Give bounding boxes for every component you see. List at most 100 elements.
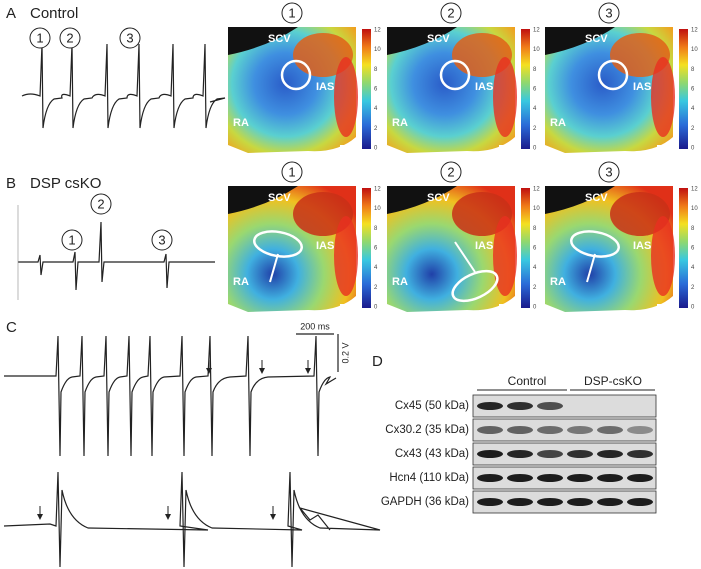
number-circle: [440, 161, 462, 183]
activation-map: SCV IAS RA: [387, 186, 517, 312]
highlight: [451, 269, 499, 303]
band: [627, 426, 653, 434]
highlight: [280, 59, 312, 91]
map-label: SCV: [427, 192, 450, 204]
map-region: [651, 57, 675, 137]
number-circle: [440, 2, 462, 24]
colorbar-tick: 4: [533, 106, 537, 112]
number: 1: [68, 232, 75, 247]
map-label: IAS: [475, 81, 493, 93]
colorbar-tick: 2: [374, 285, 378, 291]
band: [537, 450, 563, 458]
blot-label: Hcn4 (110 kDa): [389, 472, 469, 484]
number-circle: [90, 193, 112, 215]
activation-map: SCV IAS RA: [387, 27, 517, 153]
group-label: Control: [508, 374, 547, 388]
trace: [3, 471, 381, 568]
blot: [472, 418, 657, 442]
colorbar-tick: 8: [691, 226, 695, 232]
panel-label: A: [6, 5, 16, 22]
colorbar-tick: 8: [533, 67, 537, 73]
map-dark: [228, 186, 298, 214]
map-label: RA: [233, 117, 249, 129]
band: [477, 474, 503, 482]
colorbar-tick: 12: [691, 28, 698, 34]
colorbar-tick: 8: [374, 67, 378, 73]
map-label: IAS: [633, 81, 651, 93]
colorbar-tick: 0: [691, 146, 695, 152]
band: [537, 498, 563, 506]
colorbar: [362, 29, 371, 149]
number: 2: [447, 164, 454, 179]
band: [627, 450, 653, 458]
map-dark: [387, 186, 457, 214]
map-region: [651, 216, 675, 296]
map-region: [452, 192, 512, 236]
trace: [21, 43, 226, 129]
colorbar-tick: 4: [374, 265, 378, 271]
number-circle: [29, 27, 51, 49]
number-circle: [151, 229, 173, 251]
panel-title: DSP csKO: [30, 175, 101, 192]
map-region: [493, 216, 517, 296]
band: [537, 474, 563, 482]
colorbar-tick: 6: [533, 87, 537, 93]
activation-map: SCV IAS RA: [545, 186, 675, 312]
number-circle: [119, 27, 141, 49]
map-label: SCV: [585, 33, 608, 45]
map-label: SCV: [585, 192, 608, 204]
colorbar-tick: 4: [533, 265, 537, 271]
map-region: [334, 216, 358, 296]
arrow-head: [259, 368, 265, 374]
band: [477, 426, 503, 434]
highlight: [439, 59, 471, 91]
band: [627, 474, 653, 482]
number: 1: [288, 164, 295, 179]
number: 3: [605, 5, 612, 20]
arrow: [454, 241, 476, 273]
band: [567, 450, 593, 458]
number: 3: [605, 164, 612, 179]
number: 2: [447, 5, 454, 20]
panel-label: C: [6, 319, 17, 336]
arrow: [269, 253, 279, 283]
number-circle: [59, 27, 81, 49]
band: [477, 450, 503, 458]
colorbar-tick: 10: [691, 47, 698, 53]
band: [567, 474, 593, 482]
blot-label: GAPDH (36 kDa): [381, 496, 469, 508]
colorbar-tick: 12: [374, 187, 381, 193]
map-label: RA: [233, 276, 249, 288]
band: [537, 402, 563, 410]
band: [597, 450, 623, 458]
band: [597, 426, 623, 434]
scale-bar: [340, 304, 350, 306]
number: 1: [288, 5, 295, 20]
panel-label: B: [6, 175, 16, 192]
activation-map: SCV IAS RA: [228, 27, 358, 153]
number: 3: [158, 232, 165, 247]
colorbar-tick: 0: [533, 305, 537, 311]
colorbar-tick: 4: [691, 106, 695, 112]
colorbar: [521, 29, 530, 149]
map-region: [293, 192, 353, 236]
colorbar: [679, 188, 688, 308]
band: [627, 498, 653, 506]
number: 3: [126, 30, 133, 45]
band: [507, 402, 533, 410]
colorbar-tick: 4: [374, 106, 378, 112]
blot: [472, 442, 657, 466]
colorbar: [521, 188, 530, 308]
highlight: [597, 59, 629, 91]
arrow-head: [270, 514, 276, 520]
blot-label: Cx45 (50 kDa): [395, 400, 469, 412]
map-label: SCV: [427, 33, 450, 45]
colorbar-tick: 10: [533, 206, 540, 212]
number-circle: [598, 161, 620, 183]
colorbar-tick: 10: [691, 206, 698, 212]
number: 1: [36, 30, 43, 45]
scale-bar: [499, 145, 509, 147]
arrow-head: [165, 514, 171, 520]
colorbar-tick: 6: [691, 87, 695, 93]
colorbar-tick: 12: [374, 28, 381, 34]
